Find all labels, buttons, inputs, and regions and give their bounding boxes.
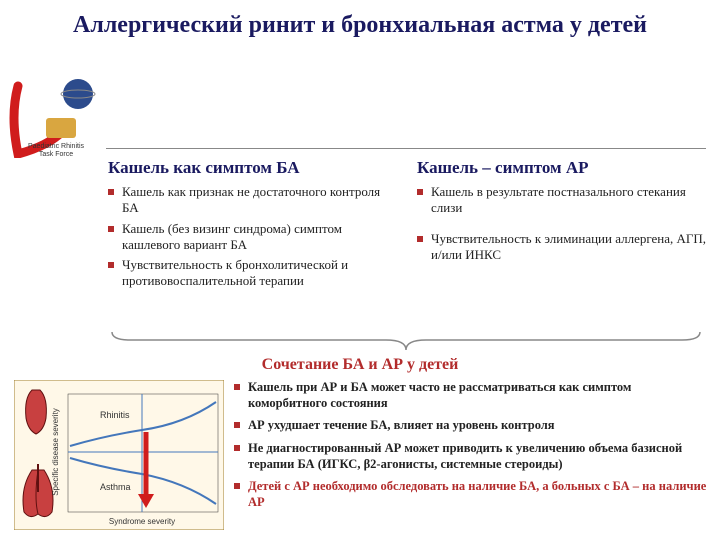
right-heading: Кашель – симптом АР	[417, 158, 708, 178]
task-force-logo: Paediatric Rhinitis Task Force	[8, 76, 104, 163]
svg-text:Syndrome severity: Syndrome severity	[109, 517, 175, 526]
divider	[106, 148, 706, 149]
combo-bullets: Кашель при АР и БА может часто не рассма…	[234, 380, 710, 535]
list-item: Кашель при АР и БА может часто не рассма…	[234, 380, 710, 411]
svg-text:Specific disease severity: Specific disease severity	[51, 408, 60, 496]
list-item: Кашель в результате постназального стека…	[417, 184, 708, 217]
list-item: Кашель как признак не достаточного контр…	[108, 184, 399, 217]
left-bullets: Кашель как признак не достаточного контр…	[108, 184, 399, 290]
left-column: Кашель как симптом БА Кашель как признак…	[108, 158, 399, 294]
list-item: Не диагностированный АР может приводить …	[234, 441, 710, 472]
asthma-label: Asthma	[100, 482, 131, 492]
list-item: Чувствительность к бронхолитической и пр…	[108, 257, 399, 290]
two-columns: Кашель как симптом БА Кашель как признак…	[108, 158, 708, 294]
list-item: Детей с АР необходимо обследовать на нал…	[234, 479, 710, 510]
left-heading: Кашель как симптом БА	[108, 158, 399, 178]
list-item: Кашель (без визинг синдрома) симптом каш…	[108, 221, 399, 254]
severity-diagram: Rhinitis Asthma Specific disease severit…	[14, 380, 224, 535]
svg-text:Task Force: Task Force	[39, 151, 73, 158]
brace-icon	[110, 330, 702, 352]
page-title: Аллергический ринит и бронхиальная астма…	[0, 0, 720, 43]
list-item: Чувствительность к элиминации аллергена,…	[417, 231, 708, 264]
right-column: Кашель – симптом АР Кашель в результате …	[417, 158, 708, 294]
bottom-row: Rhinitis Asthma Specific disease severit…	[14, 380, 710, 535]
svg-text:Paediatric Rhinitis: Paediatric Rhinitis	[28, 143, 85, 150]
combo-heading: Сочетание БА и АР у детей	[0, 356, 720, 374]
rhinitis-label: Rhinitis	[100, 410, 130, 420]
right-bullets: Кашель в результате постназального стека…	[417, 184, 708, 263]
list-item: АР ухудшает течение БА, влияет на уровен…	[234, 418, 710, 434]
